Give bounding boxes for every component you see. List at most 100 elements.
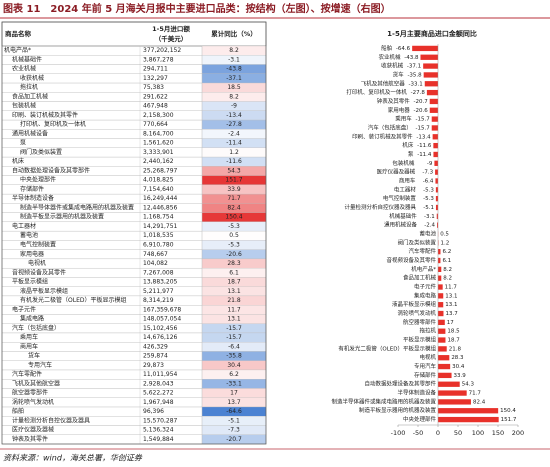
row-name: 集成电路	[20, 315, 44, 323]
bar	[437, 222, 438, 228]
value-label: -20.6	[414, 108, 429, 114]
row-yoy: 21.8	[227, 297, 241, 304]
row-amount: 14,291,751	[143, 223, 178, 230]
row-yoy: -37.1	[226, 75, 242, 82]
bar	[438, 399, 471, 405]
bar	[438, 346, 447, 352]
source-note: 资料来源：wind，海关总署，华创证券	[3, 454, 143, 463]
category-label: 自动数据处理设备及其零部件	[364, 380, 436, 388]
row-yoy: -15.7	[226, 334, 242, 341]
row-name: 食品加工机械	[12, 92, 48, 100]
row-name: 音视频设备及其零件	[12, 268, 66, 276]
row-yoy: 0.5	[229, 232, 239, 239]
row-yoy: 151.7	[225, 177, 242, 184]
row-amount: 377,202,152	[143, 47, 181, 54]
row-amount: 3,333,901	[143, 149, 174, 156]
row-cell	[1, 406, 203, 417]
row-yoy: 28.3	[227, 260, 241, 267]
row-yoy: -11.4	[226, 140, 242, 147]
row-amount: 25,268,797	[143, 167, 178, 174]
x-tick-label: -50	[413, 429, 424, 437]
category-label: 钟表及其零件	[377, 97, 411, 105]
row-name: 半导体制造设备	[12, 194, 54, 202]
row-yoy: 33.9	[227, 186, 241, 193]
row-name: 电工器材	[12, 222, 36, 230]
x-tick-label: 0	[436, 429, 440, 437]
row-amount: 14,676,126	[143, 334, 178, 341]
row-yoy: -7.3	[228, 427, 240, 434]
row-name: 钟表及其零件	[12, 435, 48, 443]
row-amount: 5,136,324	[143, 427, 174, 434]
table-header	[1, 21, 267, 47]
row-name: 自动数据处理设备及其零部件	[12, 166, 90, 174]
value-label: 54.3	[462, 382, 475, 388]
value-label: 8.2	[443, 276, 452, 282]
row-amount: 294,711	[143, 66, 168, 73]
x-tick-label: 50	[454, 429, 462, 437]
category-label: 医疗仪器及器械	[377, 168, 416, 176]
row-amount: 1,561,620	[143, 140, 174, 147]
row-amount: 16,249,444	[143, 195, 178, 202]
category-label: 制造平板显示器用的机器及装置	[359, 406, 437, 414]
row-name: 电气控制装置	[20, 241, 56, 249]
row-amount: 467,948	[143, 103, 168, 110]
category-label: 汽车（包括底盘）	[368, 123, 412, 131]
bar	[426, 89, 438, 96]
bar	[435, 178, 438, 184]
category-label: 阀门及类似装置	[397, 238, 436, 246]
row-yoy: 1.2	[229, 149, 239, 156]
category-label: 商用车	[399, 176, 416, 184]
bar	[438, 337, 446, 343]
row-amount: 1,168,754	[143, 214, 174, 221]
bar	[434, 160, 438, 166]
value-label: -5.3	[423, 187, 434, 193]
row-amount: 15,570,287	[143, 417, 178, 424]
value-label: 17	[447, 320, 454, 326]
x-tick-label: 100	[472, 429, 484, 437]
category-label: 收获机械	[381, 62, 404, 70]
row-amount: 104,082	[143, 260, 168, 267]
category-label: 包装机械	[392, 159, 415, 167]
row-amount: 2,440,162	[143, 158, 174, 165]
bar	[431, 125, 438, 131]
row-name: 印刷、装订机械及其零件	[12, 111, 78, 119]
bar	[433, 142, 438, 149]
row-yoy: -20.6	[226, 251, 242, 258]
value-label: 82.4	[473, 399, 486, 405]
x-tick-label: 200	[512, 429, 524, 437]
category-label: 计量检测分析自控仪器及器具	[344, 203, 416, 211]
category-label: 飞机及其他航空器	[361, 79, 406, 87]
row-name: 包装机械	[12, 102, 36, 110]
bar	[435, 187, 438, 193]
bar	[438, 408, 499, 414]
value-label: -20.7	[413, 99, 428, 105]
bar	[412, 45, 438, 52]
header-cell: 1-5月进口额	[152, 24, 190, 33]
header-cell: 累计同比（%）	[211, 29, 257, 38]
category-label: 电视机	[419, 353, 436, 361]
category-label: 电气控制装置	[383, 194, 417, 202]
category-label: 液晶平板显示模组	[392, 300, 437, 308]
category-label: 涡轮喷气发动机	[397, 309, 436, 317]
row-yoy: -33.1	[226, 380, 242, 387]
row-yoy: -5.1	[228, 417, 240, 424]
bar	[438, 284, 443, 290]
row-yoy: 18.7	[227, 279, 241, 286]
row-amount: 291,622	[143, 93, 168, 100]
row-yoy: -3.1	[228, 56, 240, 63]
row-name: 通用机械设备	[12, 129, 48, 137]
category-label: 存储部件	[414, 371, 437, 379]
value-label: -3.1	[424, 214, 435, 220]
row-name: 机械基础件	[12, 55, 42, 63]
value-label: 71.7	[469, 391, 482, 397]
row-amount: 167,359,678	[143, 306, 181, 313]
value-label: 13.1	[445, 293, 457, 299]
row-amount: 1,967,948	[143, 399, 174, 406]
row-amount: 5,211,977	[143, 288, 174, 295]
row-yoy: 6.2	[229, 371, 239, 378]
value-label: -13.4	[416, 134, 431, 140]
row-yoy: 18.5	[227, 84, 241, 91]
row-name: 电子元件	[12, 305, 36, 313]
row-yoy: -15.7	[226, 325, 242, 332]
row-name: 飞机及其他航空器	[12, 379, 60, 387]
